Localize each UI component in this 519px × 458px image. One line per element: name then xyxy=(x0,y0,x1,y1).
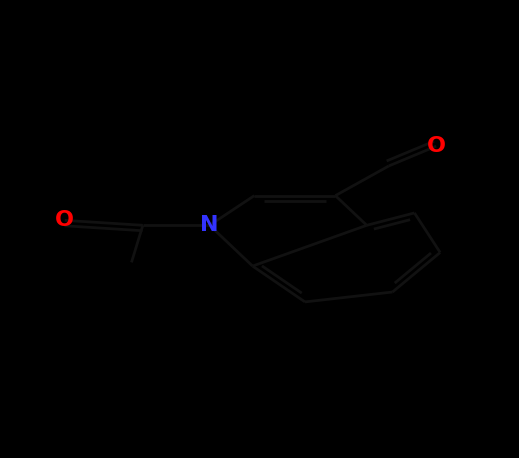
Text: N: N xyxy=(200,215,219,235)
Text: O: O xyxy=(55,210,74,230)
Text: O: O xyxy=(427,136,446,156)
